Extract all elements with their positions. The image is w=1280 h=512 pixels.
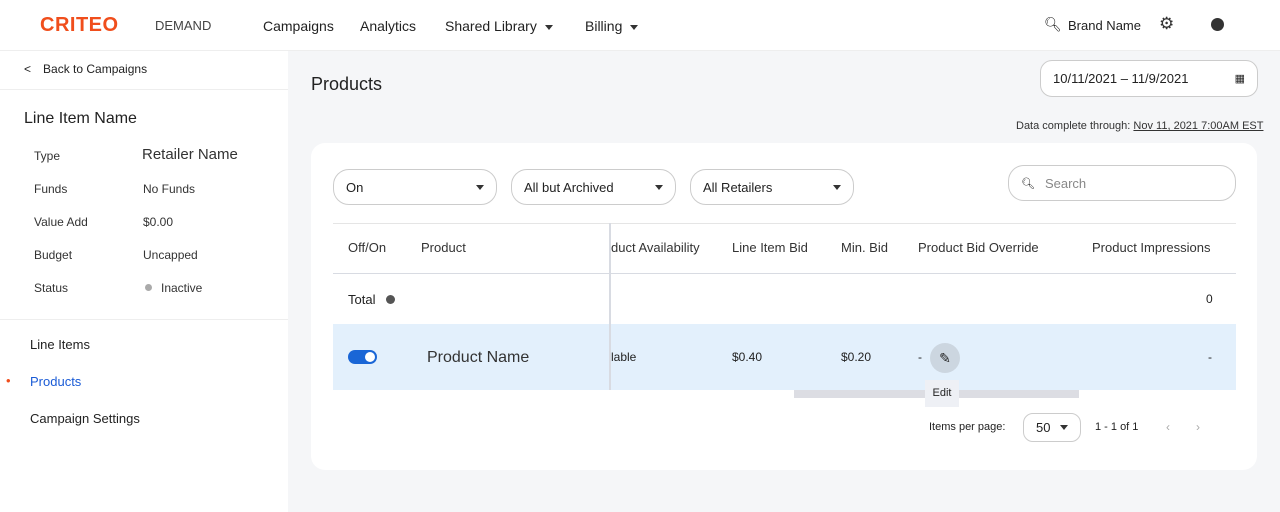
data-complete-label: Data complete through:: [1016, 120, 1131, 132]
col-line-item-bid[interactable]: Line Item Bid: [732, 240, 808, 255]
caret-down-icon: [476, 184, 484, 190]
caret-down-icon: [1060, 425, 1068, 430]
col-availability[interactable]: duct Availability: [611, 240, 700, 255]
sticky-divider: [609, 223, 611, 390]
col-min-bid[interactable]: Min. Bid: [841, 240, 888, 255]
active-dot-icon: •: [6, 373, 11, 388]
nav-label: Billing: [585, 18, 623, 34]
nav-analytics[interactable]: Analytics: [360, 18, 417, 34]
line-item-title: Line Item Name: [24, 110, 137, 127]
nav-billing[interactable]: Billing: [585, 18, 639, 34]
bid-override: -: [918, 350, 922, 364]
page-size-select[interactable]: 50: [1023, 413, 1081, 442]
filter-value: On: [346, 179, 364, 195]
page-title: Products: [311, 74, 383, 94]
brand-name[interactable]: Brand Name: [1068, 18, 1141, 33]
data-complete-value[interactable]: Nov 11, 2021 7:00AM EST: [1133, 120, 1264, 132]
detail-value: No Funds: [143, 182, 196, 196]
product-label: DEMAND: [155, 18, 212, 33]
col-impressions[interactable]: Product Impressions: [1092, 240, 1211, 255]
top-nav: CRITEO DEMAND Campaigns Analytics Shared…: [0, 0, 1280, 51]
detail-value: Uncapped: [143, 248, 198, 262]
nav-label: Shared Library: [445, 18, 537, 34]
caret-down-icon: [833, 184, 841, 190]
search-icon[interactable]: 🔍︎: [1044, 16, 1062, 32]
status-badge: Inactive: [161, 281, 203, 295]
detail-key: Status: [34, 281, 69, 295]
divider: [0, 319, 288, 320]
nav-campaigns[interactable]: Campaigns: [263, 18, 334, 34]
caret-down-icon: [544, 24, 553, 30]
col-off-on: Off/On: [348, 240, 387, 255]
next-page-icon[interactable]: ›: [1196, 420, 1200, 434]
caret-down-icon: [655, 184, 663, 190]
search-icon: 🔍︎: [1021, 177, 1035, 190]
status-dot-icon: [145, 284, 152, 291]
archive-filter[interactable]: All but Archived: [511, 169, 676, 205]
date-range-value: 10/11/2021 – 11/9/2021: [1053, 71, 1189, 86]
table-row: [333, 324, 1236, 390]
edit-tooltip: Edit: [925, 380, 959, 407]
detail-value: Retailer Name: [142, 146, 238, 163]
total-label: Total: [348, 292, 376, 307]
retailer-filter[interactable]: All Retailers: [690, 169, 854, 205]
line-item-bid: $0.40: [732, 350, 763, 364]
sidebar-item-campaign-settings[interactable]: Campaign Settings: [30, 411, 140, 426]
back-link[interactable]: < Back to Campaigns: [24, 62, 147, 76]
divider: [333, 273, 1236, 274]
items-per-page-label: Items per page:: [929, 421, 1006, 433]
product-name[interactable]: Product Name: [427, 349, 530, 366]
date-range-picker[interactable]: 10/11/2021 – 11/9/2021 ▦: [1040, 60, 1258, 97]
sidebar-item-line-items[interactable]: Line Items: [30, 337, 90, 352]
detail-key: Funds: [34, 182, 68, 196]
search-input[interactable]: 🔍︎ Search: [1008, 165, 1236, 201]
account-icon[interactable]: [1211, 18, 1224, 31]
divider: [0, 89, 288, 90]
back-label: Back to Campaigns: [43, 62, 148, 76]
col-bid-override[interactable]: Product Bid Override: [918, 240, 1039, 255]
edit-pencil-icon[interactable]: ✎: [930, 343, 960, 373]
availability: lable: [611, 350, 637, 364]
sidebar-item-products[interactable]: Products: [30, 374, 82, 389]
search-placeholder: Search: [1044, 175, 1087, 191]
products-table: [333, 223, 1236, 391]
data-complete-note: Data complete through: Nov 11, 2021 7:00…: [1016, 120, 1263, 132]
chevron-left-icon: <: [24, 62, 32, 76]
gear-icon[interactable]: ⚙: [1159, 14, 1175, 33]
sidebar: < Back to Campaigns Line Item Name Type R…: [0, 51, 288, 512]
row-toggle[interactable]: [348, 350, 377, 364]
calendar-icon: ▦: [1234, 73, 1245, 85]
status-filter[interactable]: On: [333, 169, 497, 205]
detail-key: Type: [34, 149, 61, 163]
total-impressions: 0: [1206, 292, 1213, 306]
col-product[interactable]: Product: [421, 240, 466, 255]
criteo-logo[interactable]: CRITEO: [40, 14, 119, 36]
help-icon[interactable]: [386, 295, 395, 304]
min-bid: $0.20: [841, 350, 872, 364]
filter-value: All Retailers: [703, 179, 773, 195]
prev-page-icon[interactable]: ‹: [1166, 420, 1170, 434]
caret-down-icon: [630, 24, 639, 30]
detail-key: Budget: [34, 248, 73, 262]
impressions: -: [1208, 350, 1212, 364]
filter-value: All but Archived: [524, 179, 614, 195]
page-range: 1 - 1 of 1: [1095, 421, 1139, 433]
detail-value: $0.00: [143, 215, 174, 229]
nav-shared-library[interactable]: Shared Library: [445, 18, 553, 34]
page-size-value: 50: [1036, 420, 1051, 435]
detail-key: Value Add: [34, 215, 88, 229]
